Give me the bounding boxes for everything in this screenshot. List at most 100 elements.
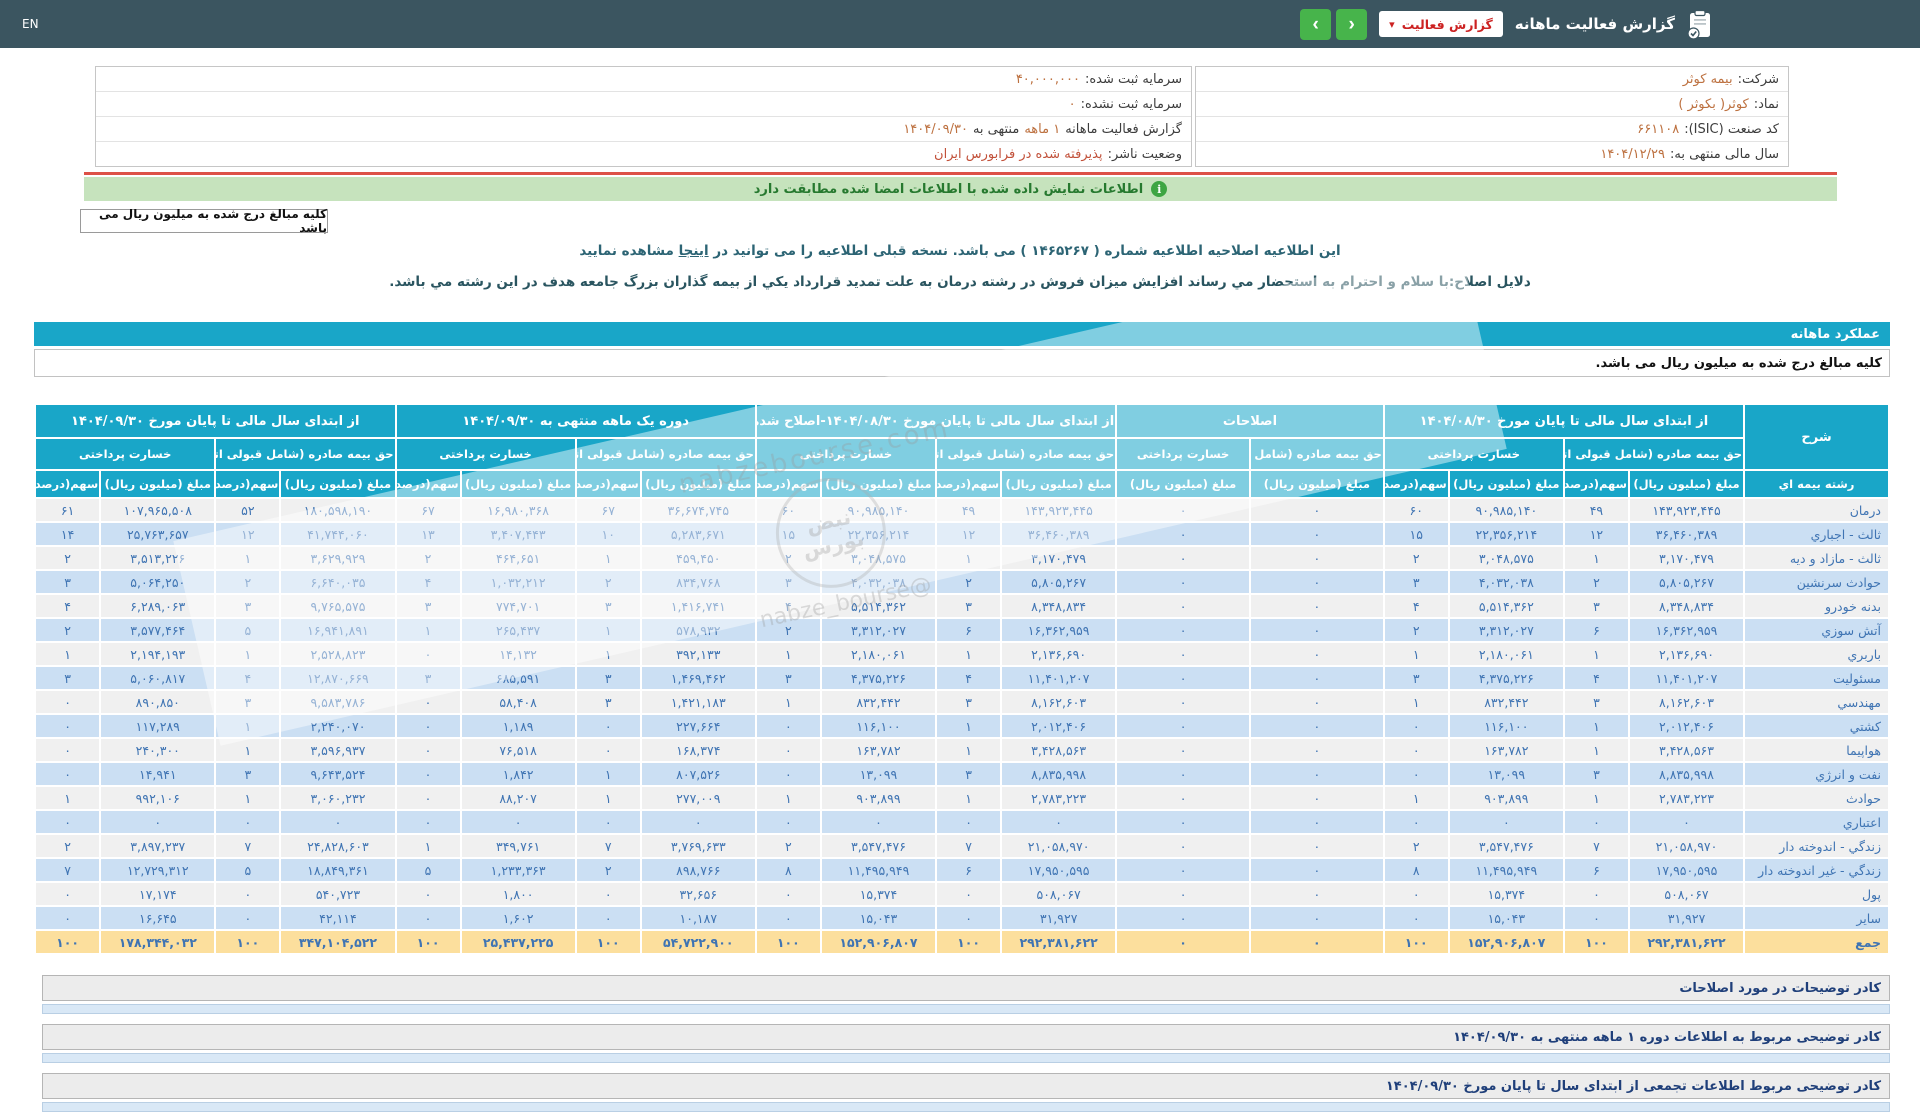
value-cell: ۳ xyxy=(1562,761,1630,787)
value-cell: ۳,۷۶۹,۶۳۳ xyxy=(639,833,757,859)
table-row: ثالث - اجباري ۳۶,۴۶۰,۳۸۹ ۱۲ ۲۲,۳۵۶,۲۱۴ ۱۵ ۰ ۰ ۳… xyxy=(33,521,1890,547)
value-cell: ۱,۸۴۲ xyxy=(459,761,577,787)
value-cell: ۱۰۰ xyxy=(935,929,1003,955)
value-cell: ۰ xyxy=(1115,761,1251,787)
value-cell: ۱۵ xyxy=(754,521,822,547)
value-cell: ۶ xyxy=(935,857,1003,883)
table-row: مسئولیت ۱۱,۴۰۱,۲۰۷ ۴ ۴,۳۷۵,۲۲۶ ۳ ۰ ۰ ۱۱,۴۰۱,۲۰۷… xyxy=(33,665,1890,691)
value-cell: ۲ xyxy=(754,545,822,571)
value-cell: ۳۶,۶۷۴,۷۴۵ xyxy=(639,497,757,523)
value-cell: ۱ xyxy=(1562,737,1630,763)
amendment-notice-text: این اطلاعیه اصلاحیه اطلاعیه شماره ( ۱۴۶۵… xyxy=(713,243,1341,259)
value-cell: ۵ xyxy=(214,857,282,883)
note-monthly-period-empty-row xyxy=(42,1053,1890,1063)
signature-match-text: اطلاعات نمایش داده شده با اطلاعات امضا ش… xyxy=(753,181,1144,197)
value-cell: ۳ xyxy=(1382,569,1450,595)
amount-header: مبلغ (میلیون ریال) xyxy=(819,469,938,499)
value-cell: ۸ xyxy=(1382,857,1450,883)
value-cell: ۴ xyxy=(935,665,1003,691)
value-cell: ۰ xyxy=(1115,593,1251,619)
value-cell: ۰ xyxy=(394,905,462,931)
value-cell: ۰ xyxy=(574,809,642,835)
row-label: آتش سوزي xyxy=(1743,617,1890,643)
row-label: ثالث - مازاد و دیه xyxy=(1743,545,1890,571)
value-cell: ۱ xyxy=(214,785,282,811)
value-cell: ۱۳ xyxy=(394,521,462,547)
value-cell: ۳,۴۲۸,۵۶۳ xyxy=(1627,737,1746,763)
value-cell: ۰ xyxy=(1115,617,1251,643)
issuer-status-value: پذیرفته شده در فرابورس ایران xyxy=(934,146,1103,162)
value-cell: ۰ xyxy=(459,809,577,835)
value-cell: ۱۷,۹۵۰,۵۹۵ xyxy=(1000,857,1118,883)
value-cell: ۱,۴۲۱,۱۸۳ xyxy=(639,689,757,715)
table-row: درمان ۱۴۳,۹۲۳,۴۴۵ ۴۹ ۹۰,۹۸۵,۱۴۰ ۶۰ ۰ ۰ ۱۴۳,۹۲۳,… xyxy=(33,497,1890,523)
value-cell: ۱,۰۳۲,۲۱۲ xyxy=(459,569,577,595)
premium-subheader: حق بیمه صادره (شامل قبولی اتکایی) xyxy=(1248,437,1385,471)
value-cell: ۴۹ xyxy=(1562,497,1630,523)
table-row: نفت و انرژي ۸,۸۳۵,۹۹۸ ۳ ۱۳,۰۹۹ ۰ ۰ ۰ ۸,۸۳۵,۹۹۸ ۳… xyxy=(33,761,1890,787)
value-cell: ۱۶۳,۷۸۲ xyxy=(819,737,938,763)
value-cell: ۷ xyxy=(935,833,1003,859)
value-cell: ۲۶۵,۴۳۷ xyxy=(459,617,577,643)
value-cell: ۷۶,۵۱۸ xyxy=(459,737,577,763)
amounts-in-million-rial-row: کلیه مبالغ درج شده به میلیون ریال می باش… xyxy=(34,349,1890,377)
unregistered-capital-value: ۰ xyxy=(1068,96,1076,112)
value-cell: ۰ xyxy=(1382,809,1450,835)
value-cell: ۳ xyxy=(33,569,102,595)
value-cell: ۰ xyxy=(1115,785,1251,811)
language-toggle-en[interactable]: EN xyxy=(22,17,39,31)
share-header: سهم(درصد) xyxy=(754,469,822,499)
value-cell: ۳۱,۹۲۷ xyxy=(1000,905,1118,931)
amount-header: مبلغ (میلیون ریال) xyxy=(1248,469,1385,499)
value-cell: ۲ xyxy=(394,545,462,571)
claims-subheader: خسارت پرداختی xyxy=(394,437,577,471)
value-cell: ۷ xyxy=(33,857,102,883)
report-period-label: گزارش فعالیت ماهانه xyxy=(1065,121,1182,137)
value-cell: ۰ xyxy=(639,809,757,835)
value-cell: ۳,۰۴۸,۵۷۵ xyxy=(1447,545,1565,571)
value-cell: ۲۱,۰۵۸,۹۷۰ xyxy=(1627,833,1746,859)
value-cell: ۲۷۷,۰۰۹ xyxy=(639,785,757,811)
value-cell: ۱ xyxy=(935,737,1003,763)
value-cell: ۰ xyxy=(394,641,462,667)
value-cell: ۰ xyxy=(1115,857,1251,883)
value-cell: ۳۱,۹۲۷ xyxy=(1627,905,1746,931)
corner-header: شرح xyxy=(1743,403,1890,471)
value-cell: ۱۴,۱۳۲ xyxy=(459,641,577,667)
value-cell: ۲ xyxy=(33,617,102,643)
value-cell: ۱۲ xyxy=(935,521,1003,547)
report-type-dropdown[interactable]: گزارش فعالیت ▾ xyxy=(1379,11,1503,37)
unregistered-capital-label: سرمایه ثبت نشده: xyxy=(1080,96,1182,112)
value-cell: ۷ xyxy=(1562,833,1630,859)
value-cell: ۶ xyxy=(935,617,1003,643)
next-report-button[interactable]: › xyxy=(1300,8,1332,40)
value-cell: ۰ xyxy=(1382,737,1450,763)
value-cell: ۲,۱۹۴,۱۹۳ xyxy=(99,641,217,667)
value-cell: ۰ xyxy=(1115,881,1251,907)
explanation-notes: کادر توضیحات در مورد اصلاحات کادر توضیحی… xyxy=(42,975,1890,1112)
registered-capital-value: ۴۰,۰۰۰,۰۰۰ xyxy=(1015,71,1080,87)
topbar: گزارش فعالیت ماهانه گزارش فعالیت ▾ ‹ › E… xyxy=(0,0,1920,48)
claims-subheader: خسارت پرداختی xyxy=(33,437,217,471)
value-cell: ۰ xyxy=(1115,521,1251,547)
value-cell: ۸۰۷,۵۲۶ xyxy=(639,761,757,787)
value-cell: ۳ xyxy=(214,761,282,787)
isic-label: کد صنعت (ISIC): xyxy=(1684,121,1779,137)
previous-version-link[interactable]: اینجا xyxy=(678,243,709,259)
value-cell: ۳ xyxy=(214,689,282,715)
value-cell: ۰ xyxy=(33,713,102,739)
value-cell: ۱ xyxy=(935,545,1003,571)
amount-header: مبلغ (میلیون ریال) xyxy=(1627,469,1746,499)
value-cell: ۱ xyxy=(394,617,462,643)
report-nav-buttons: ‹ › xyxy=(1300,8,1368,40)
value-cell: ۰ xyxy=(1248,785,1385,811)
value-cell: ۱۵,۳۷۴ xyxy=(819,881,938,907)
value-cell: ۳,۶۲۹,۹۲۹ xyxy=(279,545,397,571)
previous-report-button[interactable]: ‹ xyxy=(1336,8,1368,40)
note-amendments: کادر توضیحات در مورد اصلاحات xyxy=(42,975,1890,1001)
value-cell: ۲ xyxy=(574,569,642,595)
value-cell: ۳ xyxy=(574,593,642,619)
value-cell: ۳۲,۶۵۶ xyxy=(639,881,757,907)
value-cell: ۲۲,۳۵۶,۲۱۴ xyxy=(819,521,938,547)
